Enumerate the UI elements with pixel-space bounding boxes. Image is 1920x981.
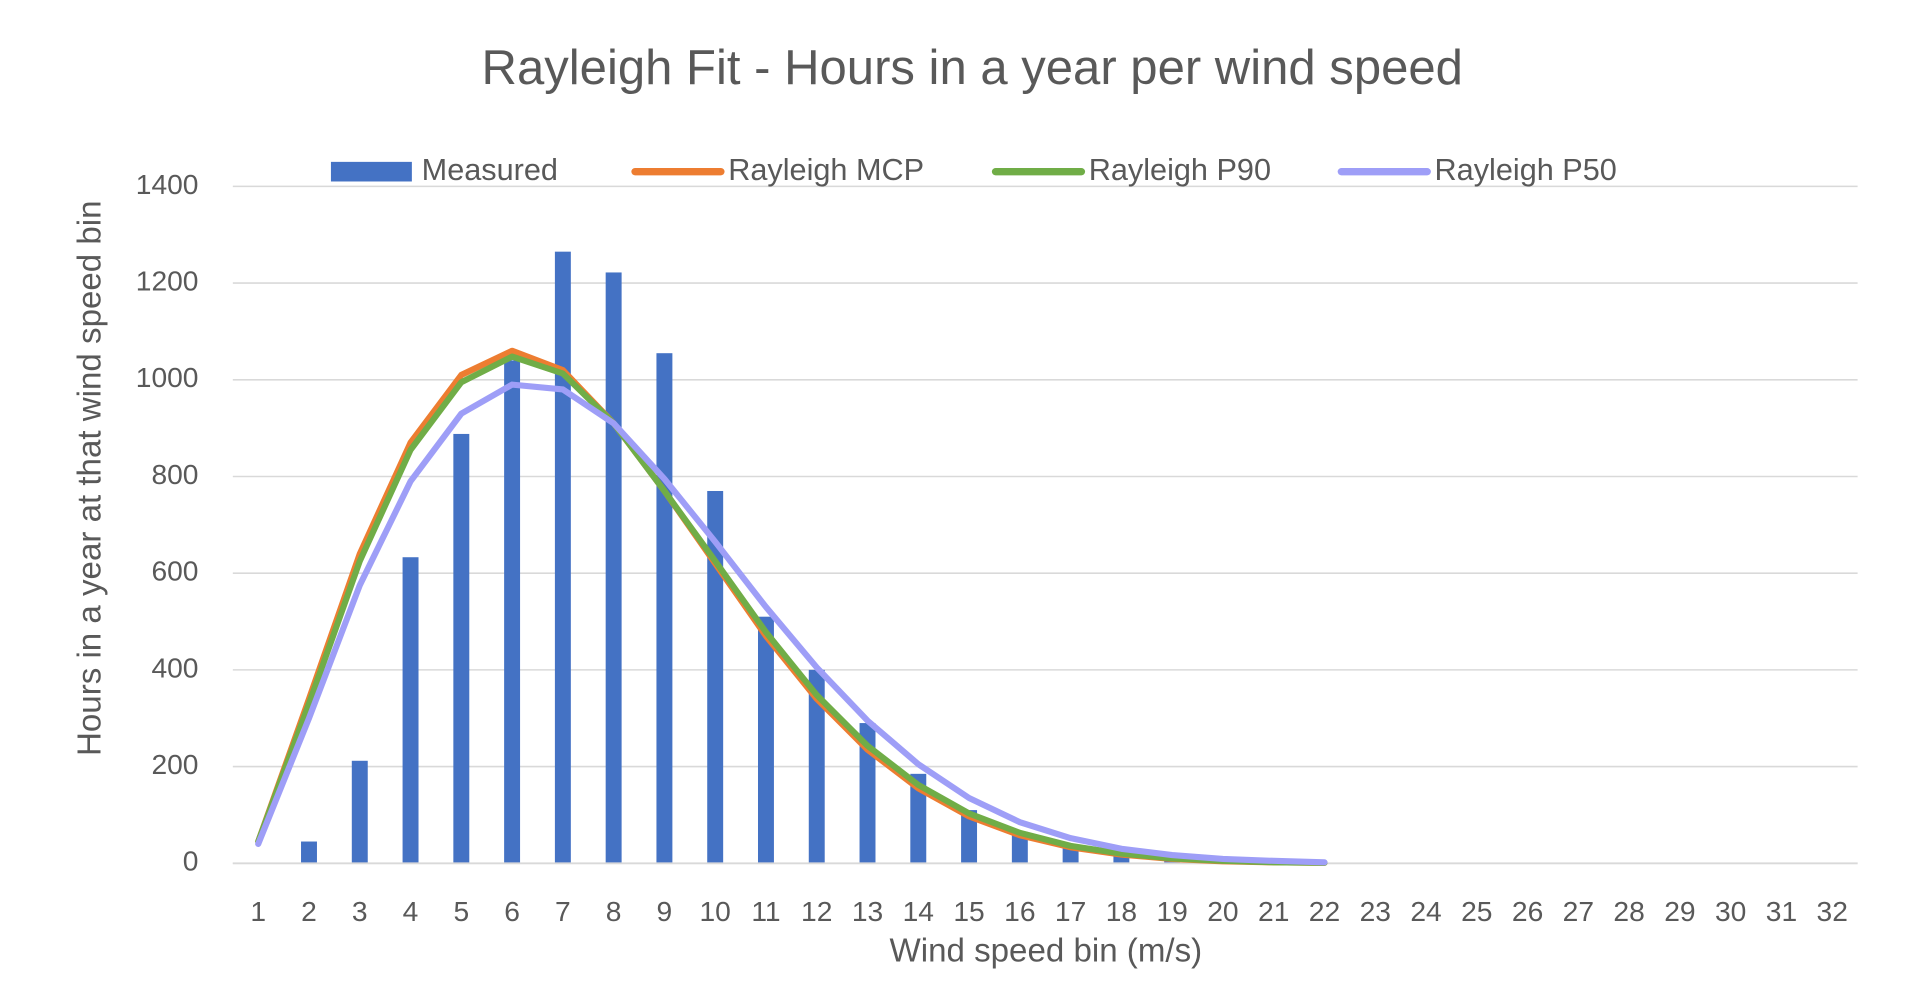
x-tick-label: 12 bbox=[801, 895, 832, 927]
legend-swatch bbox=[330, 161, 412, 182]
legend-label: Rayleigh MCP bbox=[728, 153, 924, 187]
legend-label: Rayleigh P50 bbox=[1435, 153, 1617, 187]
x-tick-label: 8 bbox=[606, 895, 622, 927]
y-tick-label: 1000 bbox=[136, 361, 199, 393]
chart-title: Rayleigh Fit - Hours in a year per wind … bbox=[482, 41, 1463, 95]
bar bbox=[656, 353, 673, 864]
bar bbox=[859, 723, 876, 864]
legend-label: Rayleigh P90 bbox=[1089, 153, 1271, 187]
x-tick-label: 5 bbox=[453, 895, 469, 927]
y-tick-label: 200 bbox=[151, 748, 198, 780]
x-tick-label: 29 bbox=[1664, 895, 1695, 927]
x-tick-label: 1 bbox=[250, 895, 266, 927]
y-axis-label: Hours in a year at that wind speed bin bbox=[72, 200, 109, 756]
line bbox=[255, 381, 1328, 866]
line bbox=[255, 353, 1328, 866]
bar bbox=[402, 557, 419, 864]
x-axis-label: Wind speed bin (m/s) bbox=[890, 933, 1203, 970]
x-tick-label: 4 bbox=[403, 895, 419, 927]
y-tick-label: 800 bbox=[151, 458, 198, 490]
x-tick-label: 11 bbox=[751, 895, 780, 927]
x-tick-label: 31 bbox=[1766, 895, 1797, 927]
bar bbox=[910, 773, 927, 864]
x-tick-label: 22 bbox=[1309, 895, 1340, 927]
bar bbox=[808, 669, 825, 864]
x-tick-label: 20 bbox=[1207, 895, 1238, 927]
bar bbox=[301, 841, 317, 864]
x-tick-label: 2 bbox=[301, 895, 317, 927]
x-tick-label: 9 bbox=[657, 895, 673, 927]
x-tick-label: 6 bbox=[504, 895, 520, 927]
bar bbox=[605, 272, 622, 864]
bar bbox=[1011, 831, 1028, 864]
x-tick-label: 15 bbox=[953, 895, 984, 927]
bar bbox=[351, 760, 368, 864]
y-tick-label: 600 bbox=[151, 555, 198, 587]
bar bbox=[453, 433, 470, 864]
bar bbox=[707, 490, 724, 864]
bar bbox=[554, 251, 571, 864]
x-tick-label: 24 bbox=[1410, 895, 1441, 927]
y-tick-label: 0 bbox=[183, 845, 199, 877]
x-tick-label: 32 bbox=[1817, 895, 1848, 927]
bar bbox=[504, 360, 521, 864]
x-tick-label: 17 bbox=[1055, 895, 1086, 927]
x-tick-label: 27 bbox=[1563, 895, 1594, 927]
x-tick-label: 23 bbox=[1360, 895, 1391, 927]
bar bbox=[961, 810, 978, 864]
legend-label: Measured bbox=[422, 153, 558, 187]
x-tick-label: 3 bbox=[352, 895, 368, 927]
bar bbox=[1113, 856, 1130, 864]
x-tick-label: 10 bbox=[700, 895, 731, 927]
x-tick-label: 13 bbox=[852, 895, 883, 927]
x-tick-label: 18 bbox=[1106, 895, 1137, 927]
x-tick-label: 19 bbox=[1156, 895, 1187, 927]
x-tick-label: 30 bbox=[1715, 895, 1746, 927]
x-tick-label: 25 bbox=[1461, 895, 1492, 927]
x-tick-label: 14 bbox=[903, 895, 934, 927]
bar bbox=[757, 616, 774, 864]
y-tick-label: 400 bbox=[151, 651, 198, 683]
y-tick-label: 1200 bbox=[136, 265, 199, 297]
bar bbox=[1164, 860, 1181, 864]
x-tick-label: 16 bbox=[1004, 895, 1035, 927]
y-tick-label: 1400 bbox=[136, 168, 199, 200]
x-tick-label: 26 bbox=[1512, 895, 1543, 927]
x-tick-label: 28 bbox=[1613, 895, 1644, 927]
x-tick-label: 21 bbox=[1258, 895, 1289, 927]
x-tick-label: 7 bbox=[555, 895, 571, 927]
